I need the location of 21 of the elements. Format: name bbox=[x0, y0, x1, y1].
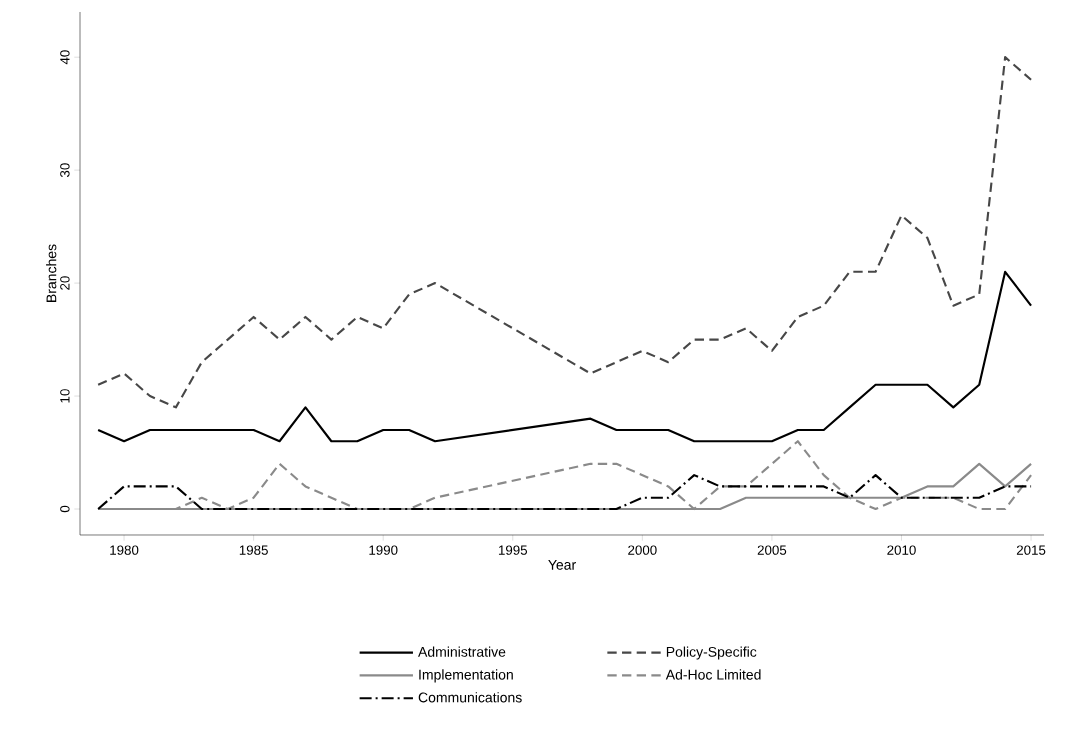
legend-label: Ad-Hoc Limited bbox=[665, 669, 761, 680]
y-axis-title: Branches bbox=[46, 244, 57, 302]
x-tick-label: 2015 bbox=[1016, 545, 1046, 555]
x-tick-label: 2010 bbox=[887, 545, 916, 555]
y-tick-label: 40 bbox=[60, 50, 70, 65]
x-tick-label: 1995 bbox=[498, 545, 528, 555]
y-tick-label: 30 bbox=[60, 163, 70, 178]
line-series bbox=[97, 56, 1033, 409]
x-tick-label: 1985 bbox=[239, 545, 268, 555]
x-tick-label: 1990 bbox=[369, 545, 398, 555]
legend-label: Communications bbox=[418, 692, 522, 703]
legend-label: Administrative bbox=[418, 646, 506, 657]
y-tick-label: 10 bbox=[60, 389, 70, 403]
legend-label: Policy-Specific bbox=[666, 646, 757, 660]
y-tick-label: 20 bbox=[60, 276, 70, 290]
x-tick-label: 2000 bbox=[628, 545, 657, 555]
x-tick-label: 1980 bbox=[110, 545, 139, 555]
legend-label: Implementation bbox=[419, 669, 513, 683]
y-tick-label: 0 bbox=[60, 505, 70, 513]
x-tick-label: 2005 bbox=[757, 545, 787, 555]
x-axis-title: Year bbox=[548, 560, 576, 570]
